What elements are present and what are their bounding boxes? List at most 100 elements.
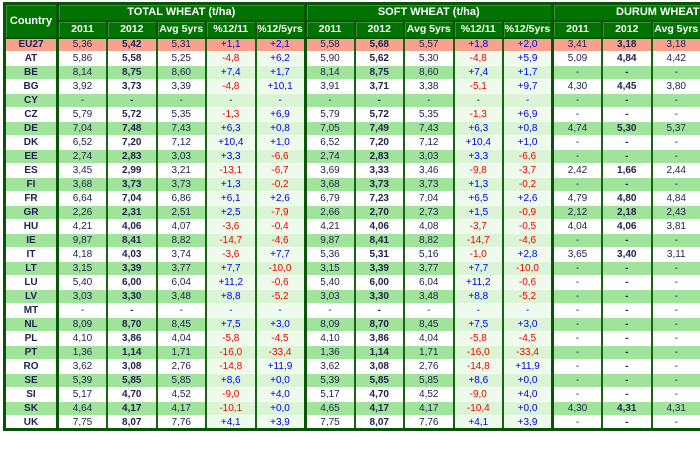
cell-ro-soft-0: 3,62 xyxy=(303,359,355,374)
cell-ie-total-3: -14,7 xyxy=(205,233,256,248)
country-cell-lt: LT xyxy=(3,261,58,276)
cell-lu-total-1: 6,00 xyxy=(106,275,157,290)
cell-cy-soft-2: - xyxy=(403,93,454,108)
cell-mt-total-1: - xyxy=(106,303,157,318)
cell-se-soft-3: +8,6 xyxy=(452,373,504,388)
cell-hu-soft-1: 4,06 xyxy=(353,219,405,234)
cell-cz-soft-3: -1,3 xyxy=(452,107,504,122)
cell-fi-soft-0: 3,68 xyxy=(303,177,355,192)
cell-sk-total-0: 4,64 xyxy=(56,401,107,416)
country-cell-cz: CZ xyxy=(3,107,58,122)
cell-pl-durum-2: - xyxy=(650,331,700,346)
cell-mt-durum-1: - xyxy=(601,303,652,318)
cell-pt-durum-0: - xyxy=(551,345,603,360)
cell-lt-soft-2: 3,77 xyxy=(403,261,454,276)
cell-pl-total-3: -5,8 xyxy=(205,331,256,346)
group-header-durum-wheat: DURUM WHEAT ( xyxy=(551,3,700,21)
cell-it-durum-0: 3,65 xyxy=(551,247,603,262)
cell-be-soft-1: 8,75 xyxy=(353,65,405,80)
country-cell-uk: UK xyxy=(3,415,58,430)
cell-at-durum-0: 5,09 xyxy=(551,51,603,66)
cell-be-total-2: 8,60 xyxy=(155,65,206,80)
country-cell-ie: IE xyxy=(3,233,58,248)
cell-lv-total-4: -5,2 xyxy=(254,289,306,304)
cell-eu27-total-0: 5,36 xyxy=(56,36,107,52)
cell-lv-soft-4: -5,2 xyxy=(502,289,553,304)
cell-gr-soft-2: 2,73 xyxy=(403,205,454,220)
cell-nl-soft-0: 8,09 xyxy=(303,317,355,332)
country-cell-it: IT xyxy=(3,247,58,262)
cell-nl-total-3: +7,5 xyxy=(205,317,256,332)
table-row-dk: DK 6,52 7,20 7,12 +10,4 +1,0 6,52 7,20 7,12 +10,4… xyxy=(3,135,700,150)
cell-at-total-0: 5,86 xyxy=(56,51,107,66)
cell-be-soft-2: 8,60 xyxy=(403,65,454,80)
cell-gr-soft-3: +1,5 xyxy=(452,205,504,220)
cell-lt-durum-2: - xyxy=(650,261,700,276)
cell-ro-total-2: 2,76 xyxy=(155,359,206,374)
cell-eu27-durum-0: 3,41 xyxy=(551,36,603,52)
cell-de-soft-1: 7,49 xyxy=(353,121,405,136)
cell-cz-soft-1: 5,72 xyxy=(353,107,405,122)
cell-lv-total-1: 3,30 xyxy=(106,289,157,304)
country-cell-mt: MT xyxy=(3,303,58,318)
cell-lu-soft-0: 5,40 xyxy=(303,275,355,290)
cell-lu-total-4: -0,6 xyxy=(254,275,306,290)
cell-bg-durum-0: 4,30 xyxy=(551,79,603,94)
country-cell-fi: FI xyxy=(3,177,58,192)
cell-gr-durum-1: 2,18 xyxy=(601,205,652,220)
col-header-durum-2: Avg 5yrs xyxy=(650,19,700,38)
cell-at-soft-2: 5,30 xyxy=(403,51,454,66)
cell-sk-durum-2: 4,31 xyxy=(650,401,700,416)
cell-it-total-1: 4,03 xyxy=(106,247,157,262)
cell-sk-soft-1: 4,17 xyxy=(353,401,405,416)
cell-bg-total-3: -4,8 xyxy=(205,79,256,94)
table-row-ie: IE 9,87 8,41 8,82 -14,7 -4,6 9,87 8,41 8,82 -14,7… xyxy=(3,233,700,248)
cell-ro-durum-0: - xyxy=(551,359,603,374)
cell-ie-soft-0: 9,87 xyxy=(303,233,355,248)
cell-se-total-3: +8,6 xyxy=(205,373,256,388)
table-row-si: SI 5,17 4,70 4,52 -9,0 +4,0 5,17 4,70 4,52 -9,0 +4… xyxy=(3,387,700,402)
cell-fr-soft-1: 7,23 xyxy=(353,191,405,206)
cell-mt-soft-3: - xyxy=(452,303,504,318)
cell-lv-soft-2: 3,48 xyxy=(403,289,454,304)
col-header-soft-4: %12/5yrs xyxy=(502,19,553,38)
cell-fi-soft-4: -0,2 xyxy=(502,177,553,192)
cell-it-durum-2: 3,11 xyxy=(650,247,700,262)
cell-si-soft-3: -9,0 xyxy=(452,387,504,402)
cell-at-soft-0: 5,90 xyxy=(303,51,355,66)
country-column-header: Country xyxy=(3,3,58,38)
cell-pt-soft-4: -33,4 xyxy=(502,345,553,360)
group-header-soft-wheat: SOFT WHEAT (t/ha) xyxy=(303,3,553,21)
cell-sk-total-4: +0,0 xyxy=(254,401,306,416)
cell-pl-total-2: 4,04 xyxy=(155,331,206,346)
cell-de-soft-4: +0,8 xyxy=(502,121,553,136)
cell-hu-soft-0: 4,21 xyxy=(303,219,355,234)
table-row-ee: EE 2,74 2,83 3,03 +3,3 -6,6 2,74 2,83 3,03 +3,3 -6… xyxy=(3,149,700,164)
cell-fi-durum-2: - xyxy=(650,177,700,192)
cell-mt-soft-0: - xyxy=(303,303,355,318)
cell-es-durum-0: 2,42 xyxy=(551,163,603,178)
table-header: Country TOTAL WHEAT (t/ha) SOFT WHEAT (t… xyxy=(3,3,700,38)
cell-de-durum-2: 5,37 xyxy=(650,121,700,136)
cell-de-durum-0: 4,74 xyxy=(551,121,603,136)
cell-be-soft-4: +1,7 xyxy=(502,65,553,80)
cell-pt-soft-0: 1,36 xyxy=(303,345,355,360)
cell-pt-total-2: 1,71 xyxy=(155,345,206,360)
country-cell-be: BE xyxy=(3,65,58,80)
col-header-durum-1: 2012 xyxy=(601,19,652,38)
cell-be-soft-0: 8,14 xyxy=(303,65,355,80)
cell-si-soft-2: 4,52 xyxy=(403,387,454,402)
table-row-nl: NL 8,09 8,70 8,45 +7,5 +3,0 8,09 8,70 8,45 +7,5 +3… xyxy=(3,317,700,332)
cell-ee-soft-3: +3,3 xyxy=(452,149,504,164)
cell-nl-total-4: +3,0 xyxy=(254,317,306,332)
cell-at-soft-1: 5,62 xyxy=(353,51,405,66)
cell-dk-durum-1: - xyxy=(601,135,652,150)
cell-nl-total-2: 8,45 xyxy=(155,317,206,332)
cell-fr-durum-2: 4,84 xyxy=(650,191,700,206)
cell-hu-soft-2: 4,08 xyxy=(403,219,454,234)
cell-de-total-0: 7,04 xyxy=(56,121,107,136)
cell-lt-soft-1: 3,39 xyxy=(353,261,405,276)
cell-lu-soft-4: -0,6 xyxy=(502,275,553,290)
cell-mt-total-2: - xyxy=(155,303,206,318)
cell-eu27-total-2: 5,31 xyxy=(155,36,206,52)
